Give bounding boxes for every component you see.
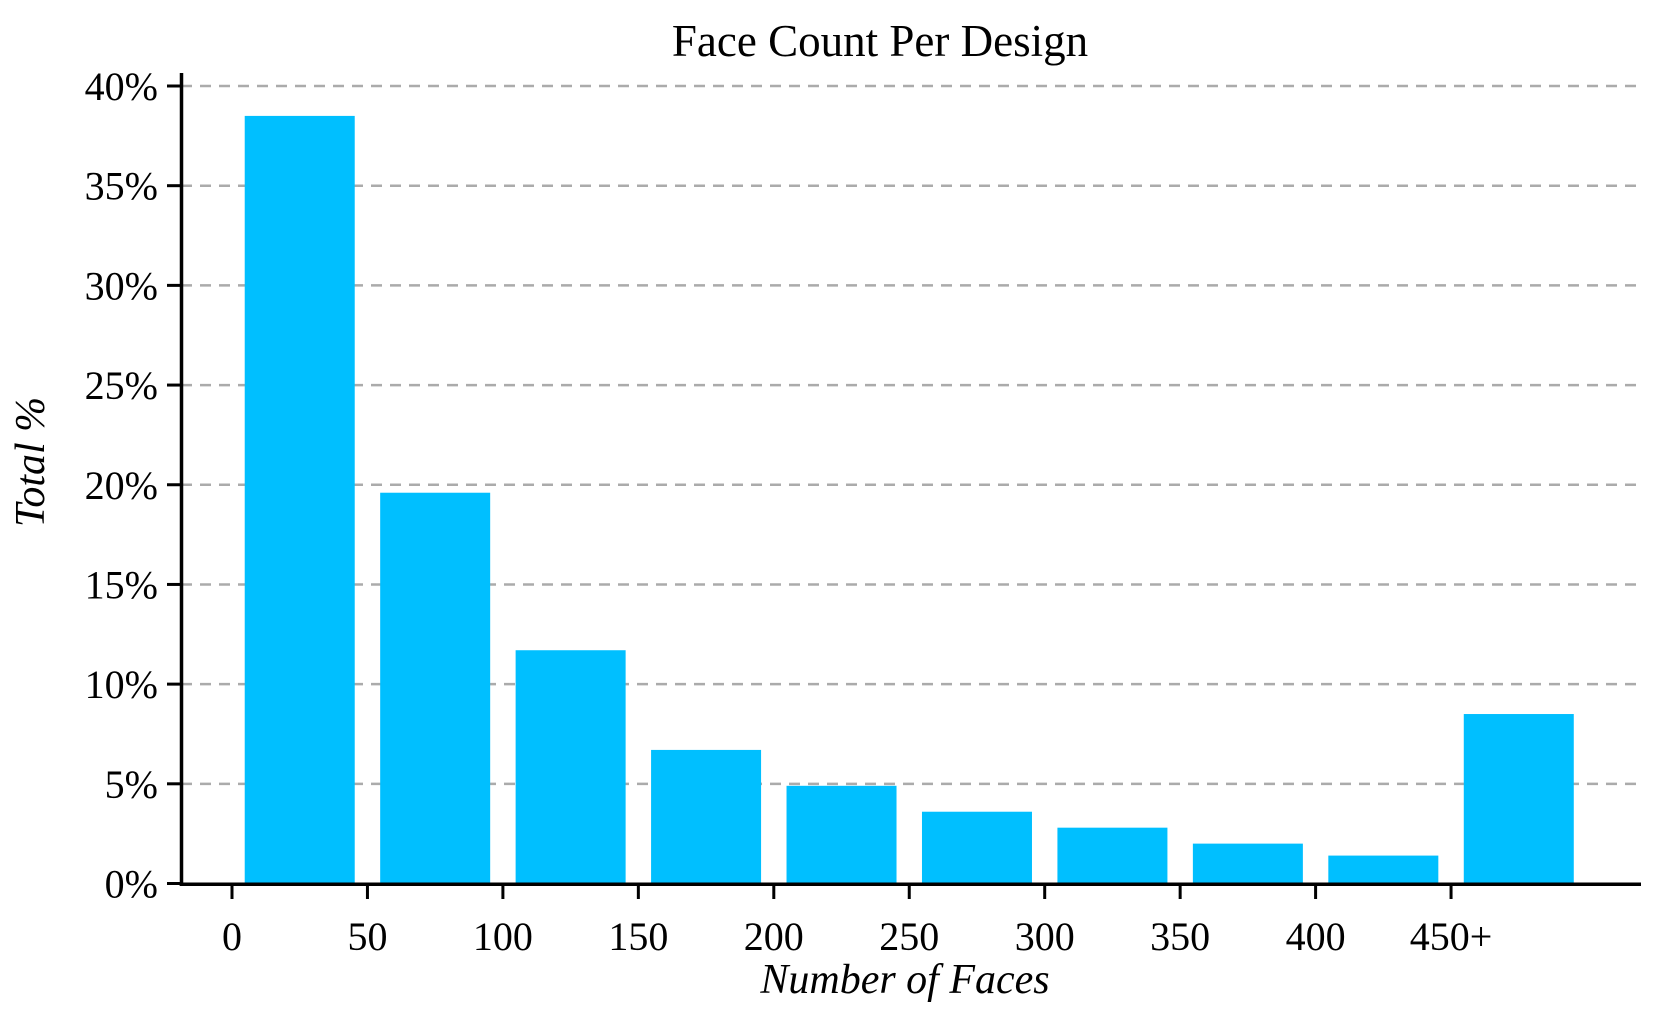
x-tick-label: 450+ <box>1410 914 1493 959</box>
x-axis-ticks <box>230 884 1453 899</box>
bar <box>1463 714 1574 884</box>
x-tick-label: 250 <box>879 914 939 959</box>
bar <box>1057 827 1168 884</box>
bar <box>921 811 1032 884</box>
y-tick-label: 5% <box>105 762 158 807</box>
bar <box>515 650 626 884</box>
y-tick-label: 20% <box>85 463 158 508</box>
y-tick-label: 10% <box>85 662 158 707</box>
x-tick-label: 0 <box>222 914 242 959</box>
y-axis-label: Total % <box>8 397 54 527</box>
gridlines <box>181 84 1641 786</box>
y-tick-label: 15% <box>85 562 158 607</box>
x-tick-label: 300 <box>1015 914 1075 959</box>
y-tick-label: 30% <box>85 263 158 308</box>
x-tick-label: 150 <box>608 914 668 959</box>
y-tick-label: 35% <box>85 164 158 209</box>
bar <box>244 115 355 884</box>
chart-title: Face Count Per Design <box>672 16 1088 66</box>
y-tick-label: 25% <box>85 363 158 408</box>
x-tick-label: 200 <box>744 914 804 959</box>
x-tick-label: 50 <box>347 914 387 959</box>
x-axis-tick-labels: 0 50 100 150 200 250 300 350 400 450+ <box>222 914 1492 959</box>
y-tick-label: 0% <box>105 862 158 907</box>
y-axis-tick-labels: 0% 5% 10% 15% 20% 25% 30% 35% 40% <box>85 64 158 907</box>
bar <box>1192 843 1303 884</box>
x-axis-label: Number of Faces <box>759 957 1049 1003</box>
x-tick-label: 350 <box>1150 914 1210 959</box>
x-tick-label: 100 <box>473 914 533 959</box>
bar <box>1328 855 1439 884</box>
bar <box>651 749 762 884</box>
x-tick-label: 400 <box>1286 914 1346 959</box>
bar <box>786 785 897 884</box>
bar <box>380 492 491 884</box>
y-tick-label: 40% <box>85 64 158 109</box>
bar-series <box>244 115 1574 884</box>
y-axis-ticks <box>167 84 181 885</box>
